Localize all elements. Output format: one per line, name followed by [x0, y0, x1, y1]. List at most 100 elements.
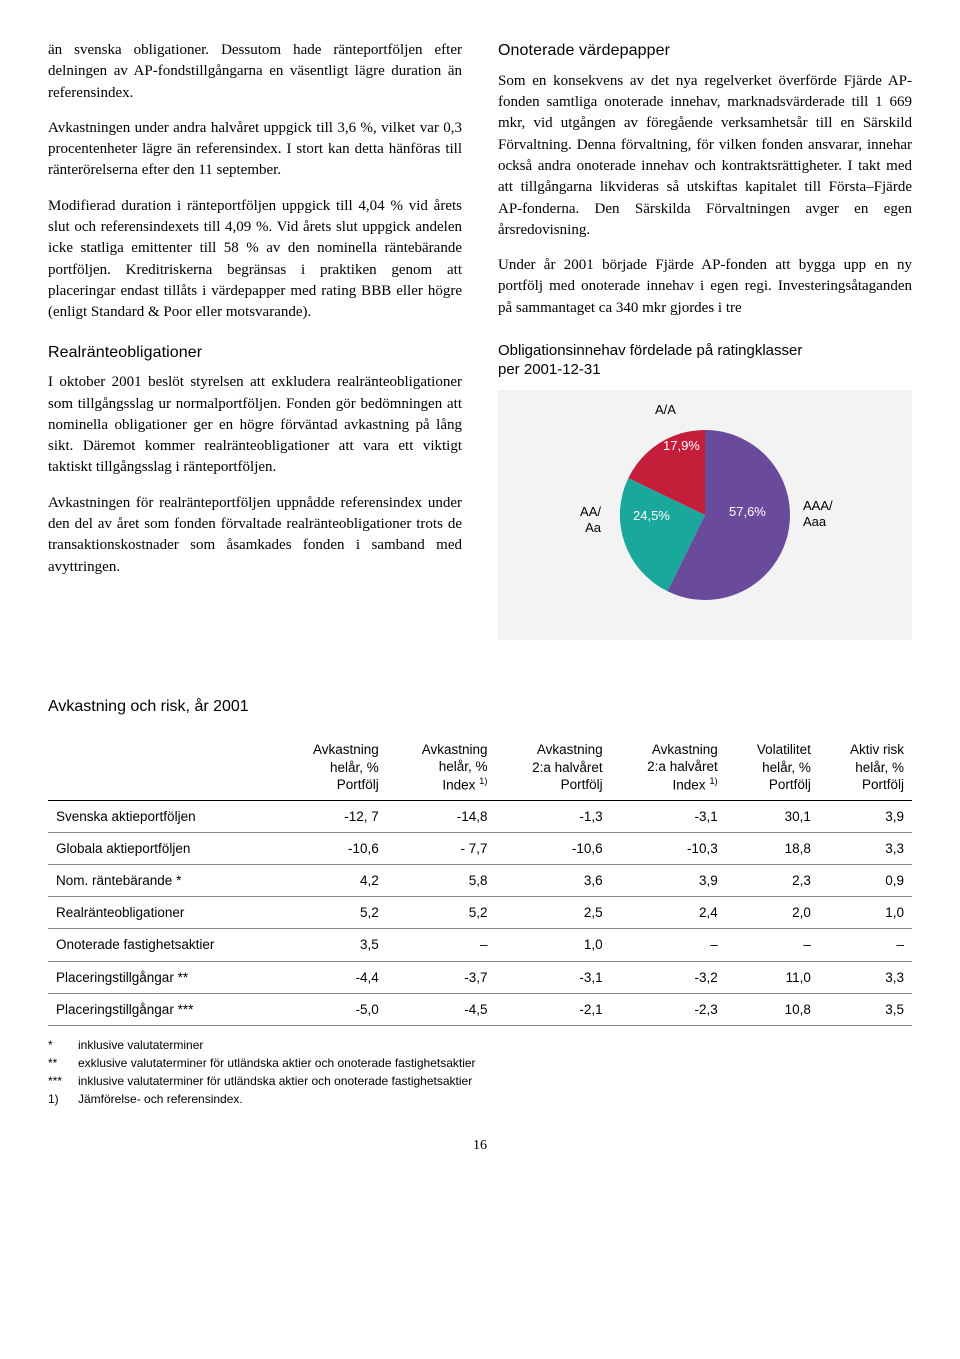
- cell: -10,6: [278, 833, 387, 865]
- cell: 5,2: [278, 897, 387, 929]
- cell: 0,9: [819, 865, 912, 897]
- subheading-onoterade: Onoterade värdepapper: [498, 40, 912, 63]
- th-text: Index: [442, 777, 479, 792]
- footnote-text: inklusive valutaterminer: [78, 1036, 203, 1054]
- footnote-text: Jämförelse- och referensindex.: [78, 1090, 243, 1108]
- cell: 3,9: [611, 865, 726, 897]
- cell: -5,0: [278, 993, 387, 1025]
- cell: 30,1: [726, 800, 819, 832]
- cell: -1,3: [496, 800, 611, 832]
- cell: 3,6: [496, 865, 611, 897]
- cell: 18,8: [726, 833, 819, 865]
- th-text: Index: [673, 777, 710, 792]
- cell: –: [726, 929, 819, 961]
- th-text: helår, %: [855, 760, 904, 775]
- table-row: Nom. räntebärande *4,25,83,63,92,30,9: [48, 865, 912, 897]
- th-text: 2:a halvåret: [647, 759, 718, 774]
- th-empty: [48, 737, 278, 801]
- para: Under år 2001 började Fjärde AP-fonden a…: [498, 255, 912, 319]
- para: Modifierad duration i ränteportföljen up…: [48, 196, 462, 324]
- pie-label-a: A/A: [655, 401, 676, 419]
- subheading-realrante: Realränteobligationer: [48, 342, 462, 365]
- th-text: Avkastning: [537, 742, 603, 757]
- footnote-text: inklusive valutaterminer för utländska a…: [78, 1072, 472, 1090]
- para: Avkastningen under andra halvåret uppgic…: [48, 118, 462, 182]
- th-text: Aktiv risk: [850, 742, 904, 757]
- footnote-mark: 1): [48, 1090, 70, 1108]
- cell: 2,3: [726, 865, 819, 897]
- cell: -2,1: [496, 993, 611, 1025]
- cell: -4,5: [387, 993, 496, 1025]
- footnote-mark: ***: [48, 1072, 70, 1090]
- page-number: 16: [48, 1136, 912, 1156]
- footnote: *** inklusive valutaterminer för utländsk…: [48, 1072, 912, 1090]
- row-name: Realränteobligationer: [48, 897, 278, 929]
- cell: 10,8: [726, 993, 819, 1025]
- th-text: Avkastning: [313, 742, 379, 757]
- chart-title-line1: Obligationsinnehav fördelade på ratingkl…: [498, 342, 802, 359]
- pie-label-aaa-2: Aaa: [803, 513, 826, 531]
- cell: -2,3: [611, 993, 726, 1025]
- table-section-title: Avkastning och risk, år 2001: [48, 696, 912, 719]
- left-column: än svenska obligationer. Dessutom hade r…: [48, 40, 462, 640]
- cell: -4,4: [278, 961, 387, 993]
- footnote-mark: *: [48, 1036, 70, 1054]
- cell: –: [387, 929, 496, 961]
- cell: -3,7: [387, 961, 496, 993]
- cell: 1,0: [819, 897, 912, 929]
- performance-table: Avkastning helår, % Portfölj Avkastning …: [48, 737, 912, 1026]
- cell: 3,5: [278, 929, 387, 961]
- th-text: Volatilitet: [757, 742, 811, 757]
- row-name: Placeringstillgångar **: [48, 961, 278, 993]
- cell: -10,6: [496, 833, 611, 865]
- th-1: Avkastning helår, % Portfölj: [278, 737, 387, 801]
- para: Avkastningen för realränteportföljen upp…: [48, 493, 462, 578]
- th-text: Avkastning: [422, 742, 488, 757]
- cell: 3,9: [819, 800, 912, 832]
- cell: 5,2: [387, 897, 496, 929]
- th-text: Avkastning: [652, 742, 718, 757]
- cell: 1,0: [496, 929, 611, 961]
- footnote-mark: **: [48, 1054, 70, 1072]
- th-6: Aktiv risk helår, % Portfölj: [819, 737, 912, 801]
- table-footnotes: * inklusive valutaterminer ** exklusive val…: [48, 1036, 912, 1108]
- table-row: Svenska aktieportföljen-12, 7-14,8-1,3-3…: [48, 800, 912, 832]
- th-text: Portfölj: [561, 777, 603, 792]
- pie-wrap: A/A 17,9% AA/ Aa 24,5% 57,6% AAA/ Aaa: [605, 415, 805, 615]
- th-text: Portfölj: [769, 777, 811, 792]
- cell: -3,1: [611, 800, 726, 832]
- table-row: Globala aktieportföljen-10,6- 7,7-10,6-1…: [48, 833, 912, 865]
- cell: –: [819, 929, 912, 961]
- chart-title-line2: per 2001-12-31: [498, 361, 601, 378]
- cell: –: [611, 929, 726, 961]
- chart-title: Obligationsinnehav fördelade på ratingkl…: [498, 341, 912, 380]
- th-sup: 1): [709, 776, 717, 787]
- pie-chart: A/A 17,9% AA/ Aa 24,5% 57,6% AAA/ Aaa: [498, 390, 912, 640]
- cell: 2,4: [611, 897, 726, 929]
- pie-label-aaa-pct: 57,6%: [729, 503, 766, 521]
- cell: 3,3: [819, 961, 912, 993]
- th-text: Portfölj: [862, 777, 904, 792]
- cell: 3,3: [819, 833, 912, 865]
- th-text: helår, %: [330, 760, 379, 775]
- th-4: Avkastning 2:a halvåret Index 1): [611, 737, 726, 801]
- cell: 11,0: [726, 961, 819, 993]
- para: än svenska obligationer. Dessutom hade r…: [48, 40, 462, 104]
- th-sup: 1): [479, 776, 487, 787]
- footnote: * inklusive valutaterminer: [48, 1036, 912, 1054]
- footnote-text: exklusive valutaterminer för utländska a…: [78, 1054, 476, 1072]
- pie-label-a-pct: 17,9%: [663, 437, 700, 455]
- two-column-layout: än svenska obligationer. Dessutom hade r…: [48, 40, 912, 640]
- table-row: Placeringstillgångar ***-5,0-4,5-2,1-2,3…: [48, 993, 912, 1025]
- th-text: 2:a halvåret: [532, 760, 603, 775]
- th-text: helår, %: [439, 759, 488, 774]
- row-name: Nom. räntebärande *: [48, 865, 278, 897]
- table-row: Realränteobligationer5,25,22,52,42,01,0: [48, 897, 912, 929]
- table-row: Onoterade fastighetsaktier3,5–1,0–––: [48, 929, 912, 961]
- table-head: Avkastning helår, % Portfölj Avkastning …: [48, 737, 912, 801]
- cell: 4,2: [278, 865, 387, 897]
- row-name: Placeringstillgångar ***: [48, 993, 278, 1025]
- para: I oktober 2001 beslöt styrelsen att exkl…: [48, 372, 462, 478]
- row-name: Onoterade fastighetsaktier: [48, 929, 278, 961]
- row-name: Globala aktieportföljen: [48, 833, 278, 865]
